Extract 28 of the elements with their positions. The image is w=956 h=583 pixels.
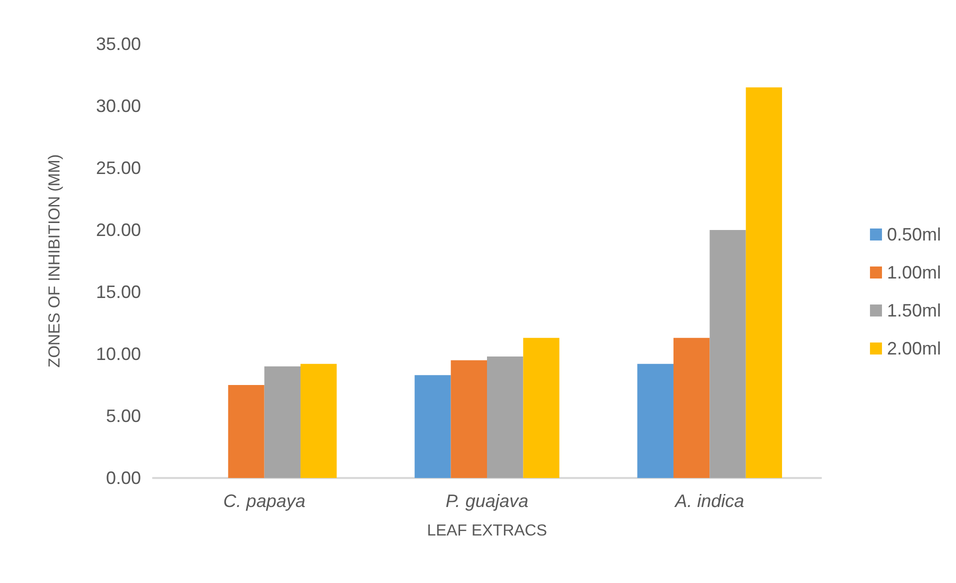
bar bbox=[673, 338, 710, 478]
bar bbox=[637, 364, 674, 478]
bar bbox=[414, 375, 451, 478]
bar bbox=[523, 338, 560, 478]
y-tick-label: 5.00 bbox=[106, 406, 141, 426]
y-tick-label: 35.00 bbox=[96, 34, 141, 54]
x-tick-label: P. guajava bbox=[446, 491, 528, 511]
y-tick-label: 0.00 bbox=[106, 468, 141, 488]
legend-label: 1.50ml bbox=[886, 300, 942, 320]
bar bbox=[300, 364, 337, 478]
x-tick-label: C. papaya bbox=[223, 491, 306, 511]
legend-label: 0.50ml bbox=[886, 224, 942, 244]
bar bbox=[228, 385, 264, 478]
y-tick-label: 20.00 bbox=[96, 220, 141, 240]
x-tick-label: A. indica bbox=[674, 491, 744, 511]
y-tick-label: 25.00 bbox=[96, 158, 141, 178]
y-axis-title: ZONES OF INHIBITION (MM) bbox=[46, 154, 64, 368]
bar bbox=[264, 366, 301, 478]
y-tick-label: 10.00 bbox=[96, 344, 141, 364]
y-tick-label: 30.00 bbox=[96, 96, 141, 116]
legend-label: 2.00ml bbox=[886, 338, 942, 358]
bar bbox=[450, 360, 487, 478]
x-axis-title: LEAF EXTRACS bbox=[426, 522, 548, 540]
bar bbox=[710, 230, 746, 478]
bar bbox=[487, 356, 524, 478]
y-tick-label: 15.00 bbox=[96, 282, 141, 302]
bar bbox=[746, 87, 782, 478]
legend-label: 1.00ml bbox=[886, 262, 942, 282]
